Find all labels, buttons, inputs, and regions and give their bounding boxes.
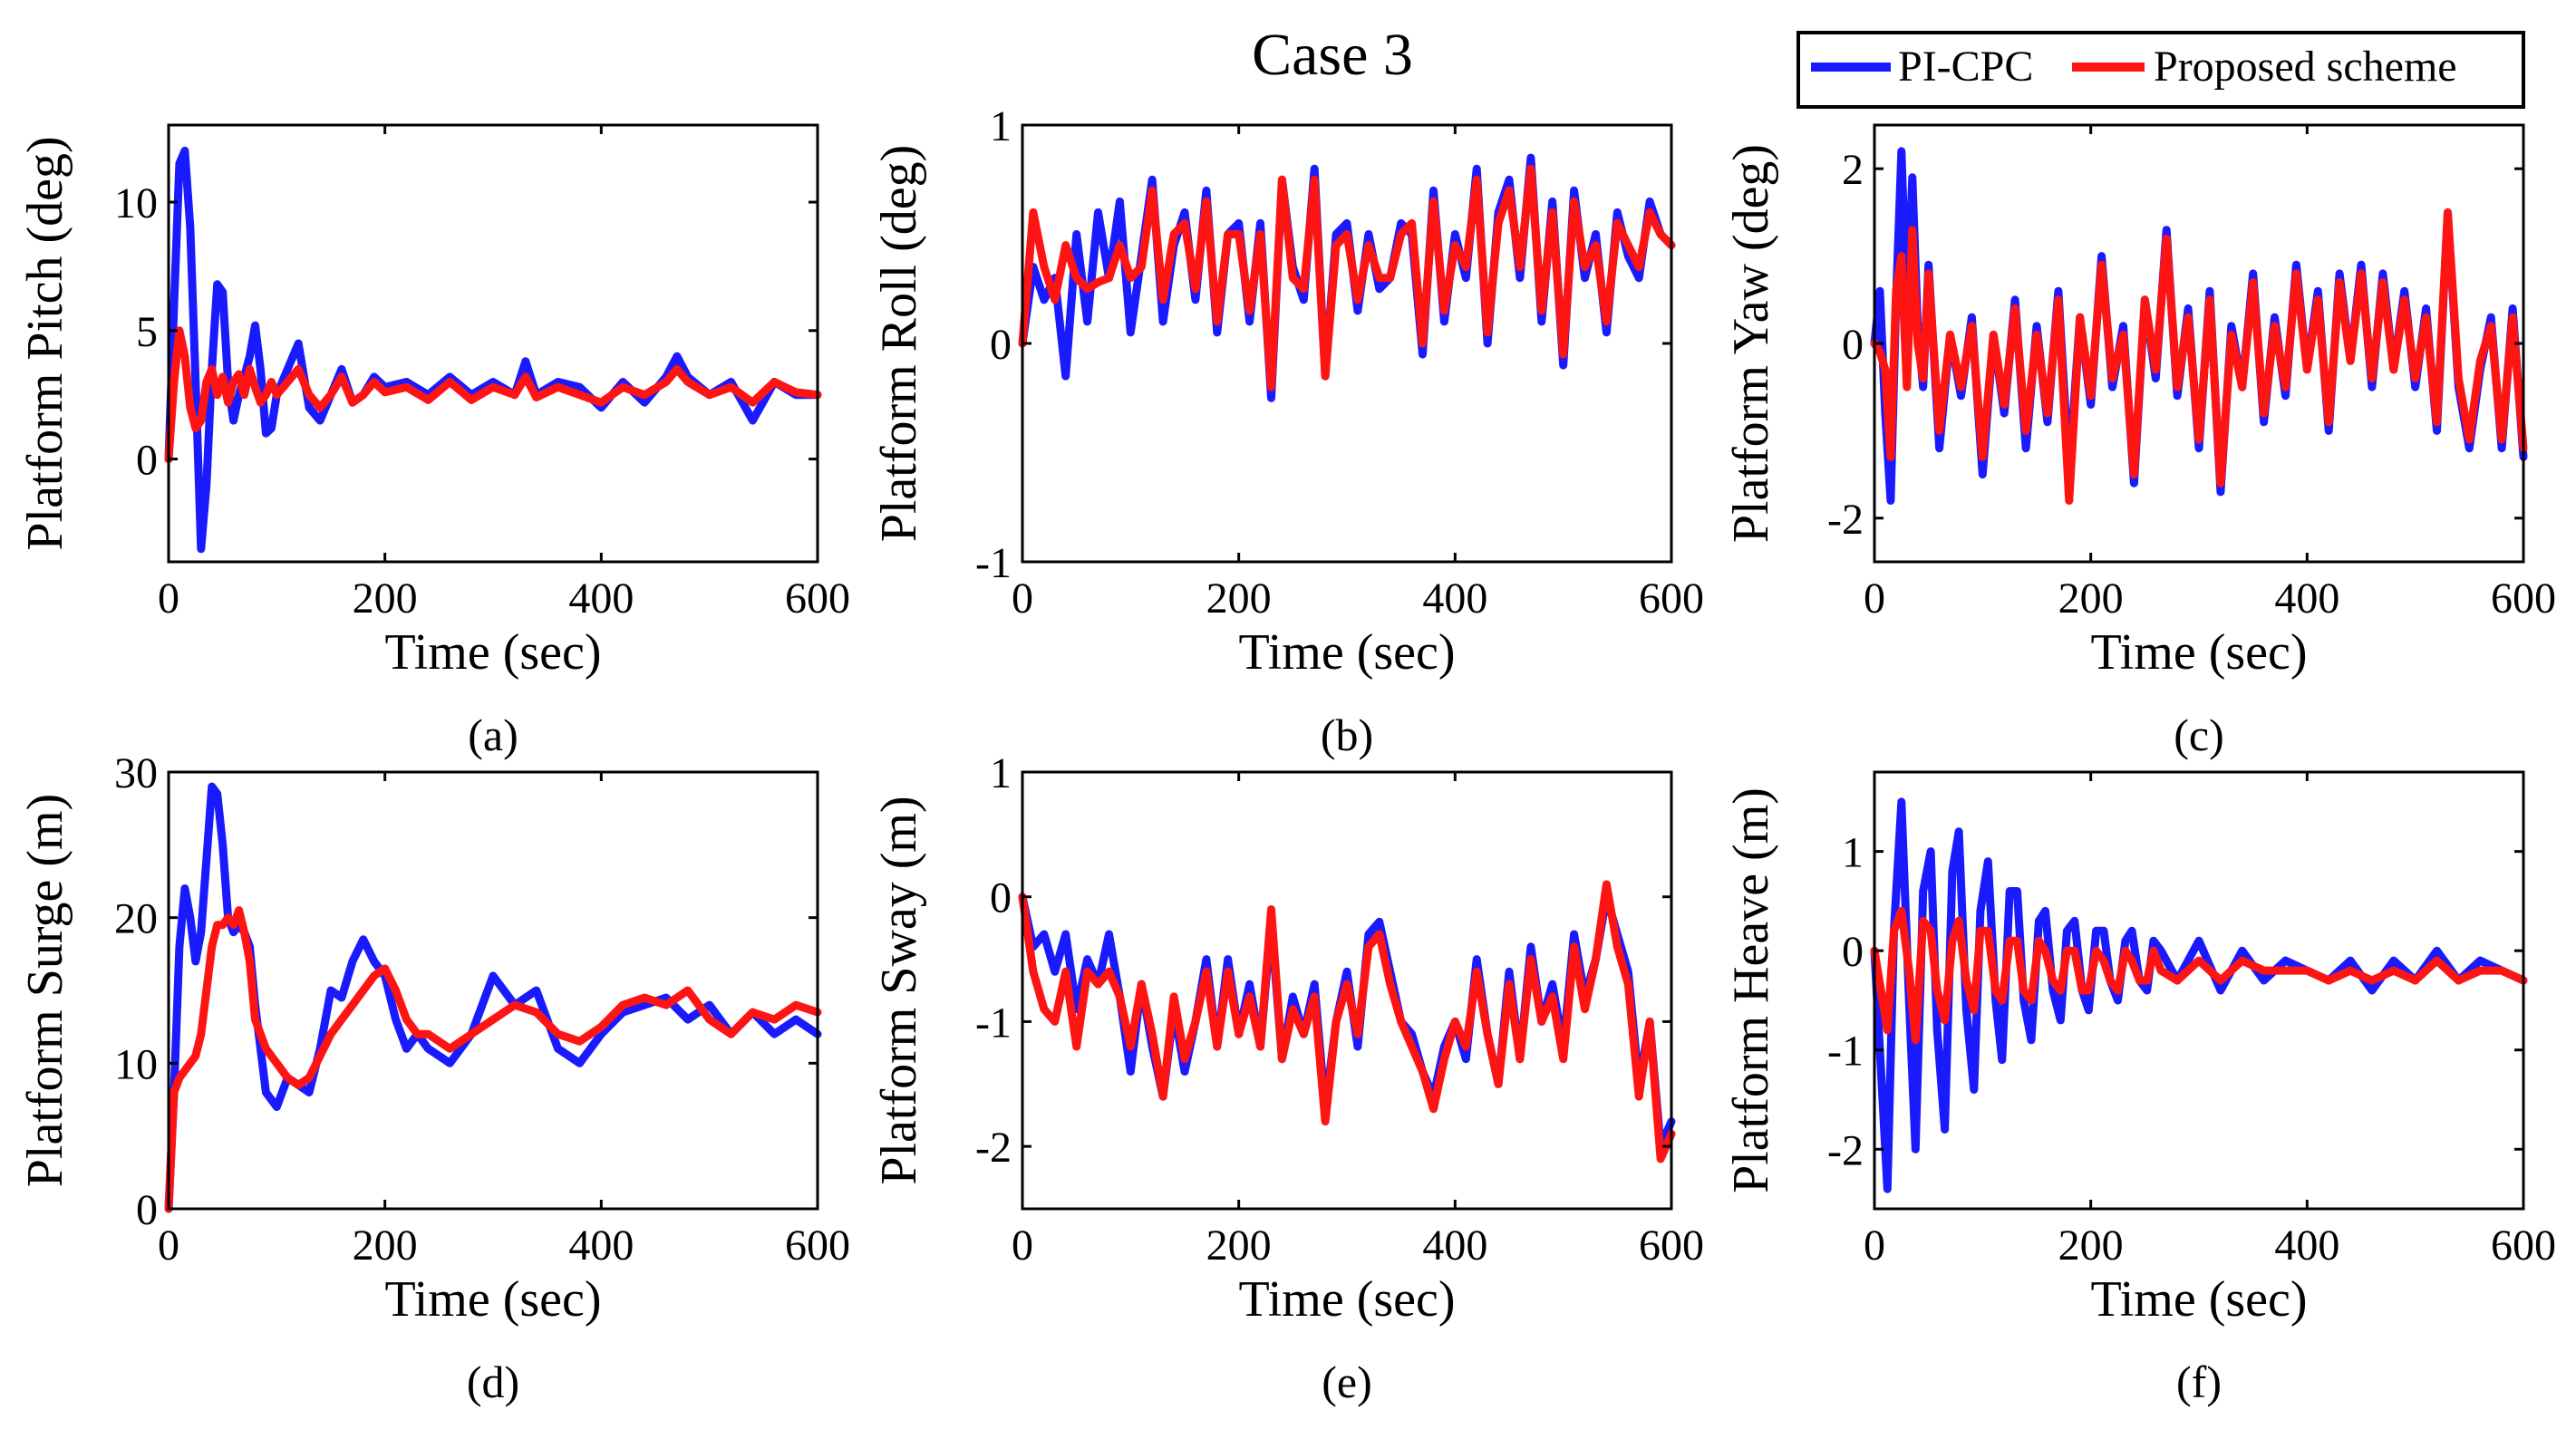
legend: PI-CPC Proposed scheme <box>1796 31 2525 109</box>
panel-caption: (c) <box>2174 710 2224 760</box>
y-axis-label: Platform Roll (deg) <box>871 145 927 543</box>
x-tick-label: 200 <box>353 574 418 623</box>
y-axis-label: Platform Yaw (deg) <box>1723 144 1779 543</box>
y-tick-label: 0 <box>136 1186 158 1234</box>
x-axis-label: Time (sec) <box>1238 624 1455 681</box>
y-tick-label: -1 <box>1827 1028 1864 1076</box>
axes-frame <box>1873 770 2525 1211</box>
x-tick-label: 400 <box>1422 1221 1487 1270</box>
panel-caption: (a) <box>468 710 518 760</box>
x-axis-label: Time (sec) <box>384 624 601 681</box>
axes-frame <box>1021 770 1673 1211</box>
y-tick-label: 0 <box>990 321 1012 369</box>
panel-caption: (d) <box>467 1357 519 1407</box>
x-tick-label: 200 <box>353 1221 418 1270</box>
x-tick-label: 0 <box>158 1221 179 1270</box>
y-tick-label: 0 <box>990 874 1012 922</box>
x-tick-label: 400 <box>568 1221 634 1270</box>
y-tick-label: 20 <box>114 895 158 943</box>
y-axis-label: Platform Pitch (deg) <box>17 136 73 550</box>
y-tick-label: 30 <box>114 749 158 797</box>
y-tick-label: 10 <box>114 1040 158 1088</box>
axes-frame <box>167 770 819 1211</box>
figure-title: Case 3 <box>1252 22 1413 88</box>
x-tick-label: 600 <box>1639 574 1704 623</box>
x-tick-label: 600 <box>2491 1221 2556 1270</box>
series-line-proposed-scheme <box>1018 164 1676 391</box>
x-tick-label: 400 <box>2274 574 2339 623</box>
panel-caption: (e) <box>1322 1357 1372 1407</box>
y-axis-label: Platform Sway (m) <box>871 796 927 1184</box>
y-tick-label: 0 <box>1842 928 1864 976</box>
legend-label-proposed-scheme: Proposed scheme <box>2154 43 2457 91</box>
y-tick-label: -2 <box>1827 496 1864 544</box>
x-tick-label: 600 <box>785 574 850 623</box>
plot-area <box>1874 125 2523 562</box>
series-line-proposed-scheme <box>164 906 822 1213</box>
plot-area <box>1874 772 2523 1209</box>
x-tick-label: 0 <box>1864 1221 1885 1270</box>
series-line-proposed-scheme <box>164 326 822 464</box>
x-tick-label: 600 <box>785 1221 850 1270</box>
y-tick-label: 1 <box>1842 829 1864 877</box>
x-tick-label: 0 <box>1012 1221 1033 1270</box>
y-tick-label: 0 <box>136 437 158 485</box>
x-tick-label: 200 <box>2058 1221 2124 1270</box>
y-tick-label: -2 <box>1827 1126 1864 1174</box>
series-line-proposed-scheme <box>1870 208 2528 505</box>
x-tick-label: 600 <box>2491 574 2556 623</box>
legend-box <box>1796 31 2525 109</box>
y-axis-label: Platform Surge (m) <box>17 794 73 1187</box>
x-tick-label: 400 <box>568 574 634 623</box>
panel-caption: (b) <box>1321 710 1373 760</box>
series-line-pi-cpc <box>1018 153 1676 402</box>
y-axis-label: Platform Heave (m) <box>1723 787 1779 1193</box>
axes-frame <box>167 123 819 564</box>
y-tick-label: -2 <box>975 1124 1012 1172</box>
panel-caption: (f) <box>2176 1357 2222 1407</box>
x-tick-label: 600 <box>1639 1221 1704 1270</box>
x-axis-label: Time (sec) <box>2090 1271 2307 1328</box>
x-axis-label: Time (sec) <box>1238 1271 1455 1328</box>
x-tick-label: 200 <box>1206 1221 1272 1270</box>
x-tick-label: 400 <box>2274 1221 2339 1270</box>
y-tick-label: 2 <box>1842 146 1864 194</box>
subplot-d: 0 200 400 600 0 10 20 30 Time (sec) Platform Surg… <box>17 749 850 1407</box>
plot-area <box>169 772 818 1209</box>
legend-label-pi-cpc: PI-CPC <box>1898 43 2033 91</box>
y-tick-label: 1 <box>990 749 1012 797</box>
y-tick-label: 10 <box>114 179 158 227</box>
plot-area <box>169 125 818 562</box>
x-tick-label: 0 <box>158 574 179 623</box>
x-axis-label: Time (sec) <box>384 1271 601 1328</box>
x-tick-label: 200 <box>2058 574 2124 623</box>
x-tick-label: 0 <box>1864 574 1885 623</box>
y-tick-label: 1 <box>990 102 1012 150</box>
y-tick-label: -1 <box>975 999 1012 1047</box>
y-tick-label: 0 <box>1842 321 1864 369</box>
series-line-proposed-scheme <box>1870 906 2528 1045</box>
series-line-pi-cpc <box>164 782 822 1213</box>
series-line-proposed-scheme <box>1018 880 1676 1163</box>
subplot-e: 0 200 400 600 -2 -1 0 1 Time (sec) Platform Sway … <box>871 749 1704 1407</box>
x-tick-label: 400 <box>1422 574 1487 623</box>
x-tick-label: 0 <box>1012 574 1033 623</box>
subplot-f: 0 200 400 600 -2 -1 0 1 Time (sec) Platform Heave… <box>1723 770 2556 1407</box>
y-tick-label: 5 <box>136 308 158 356</box>
y-tick-label: -1 <box>975 539 1012 587</box>
x-axis-label: Time (sec) <box>2090 624 2307 681</box>
x-tick-label: 200 <box>1206 574 1272 623</box>
subplot-a: 0 200 400 600 0 5 10 Time (sec) Platform Pitch (… <box>17 123 850 760</box>
